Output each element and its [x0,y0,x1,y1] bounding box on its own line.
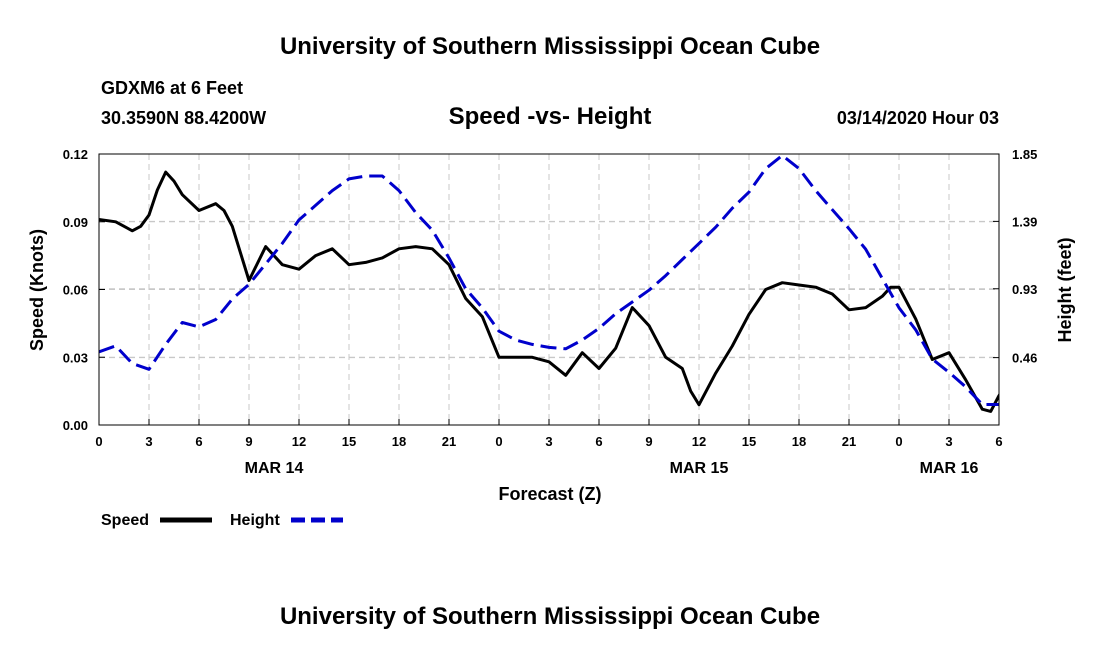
x-tick-label: 12 [292,434,306,449]
y-tick-label-right: 0.46 [1012,351,1037,366]
series-line-height [99,154,999,406]
y-tick-label-left: 0.09 [63,215,88,230]
x-tick-label: 21 [442,434,456,449]
x-tick-label: 18 [792,434,806,449]
x-tick-label: 0 [495,434,502,449]
plot-title: Speed -vs- Height [449,103,652,130]
x-tick-label: 3 [545,434,552,449]
x-axis-label: Forecast (Z) [498,484,601,504]
x-tick-label: 18 [392,434,406,449]
y-tick-label-right: 1.39 [1012,214,1037,229]
grid-lines [99,154,999,425]
y-axis-left-label: Speed (Knots) [27,229,47,351]
y-tick-label-left: 0.03 [63,350,88,365]
y-axis-right-label: Height (feet) [1055,238,1075,343]
x-tick-label: 6 [195,434,202,449]
x-tick-label: 3 [945,434,952,449]
station-label: GDXM6 at 6 Feet [101,78,243,98]
axis-ticks: 0 3 6 9 12 15 18 21 0 3 6 9 12 15 18 21 0 3 6 0.00 0.03 0.06 0… [63,147,1038,477]
series-lines [99,154,999,413]
y-tick-label-left: 0.00 [63,418,88,433]
x-tick-label: 9 [645,434,652,449]
x-tick-label: 6 [595,434,602,449]
x-tick-label: 12 [692,434,706,449]
date-label: MAR 16 [920,460,979,477]
series-line-speed [99,170,999,413]
legend-speed-label: Speed [101,512,149,529]
x-tick-label: 15 [342,434,356,449]
x-tick-label: 0 [895,434,902,449]
top-title: University of Southern Mississippi Ocean… [280,33,820,60]
legend-height-label: Height [230,512,280,529]
y-tick-label-left: 0.06 [63,283,88,298]
coordinates-label: 30.3590N 88.4200W [101,108,266,128]
y-tick-label-right: 0.93 [1012,282,1037,297]
x-tick-label: 0 [95,434,102,449]
y-tick-label-right: 1.85 [1012,147,1037,162]
timestamp-label: 03/14/2020 Hour 03 [837,108,999,128]
x-tick-label: 21 [842,434,856,449]
plot-frame [98,153,1000,426]
x-tick-label: 15 [742,434,756,449]
x-tick-label: 6 [995,434,1002,449]
bottom-title: University of Southern Mississippi Ocean… [280,603,820,630]
date-label: MAR 15 [670,460,729,477]
y-tick-label-left: 0.12 [63,147,88,162]
legend: Speed Height [101,512,343,529]
date-label: MAR 14 [245,460,304,477]
x-tick-label: 3 [145,434,152,449]
x-tick-label: 9 [245,434,252,449]
